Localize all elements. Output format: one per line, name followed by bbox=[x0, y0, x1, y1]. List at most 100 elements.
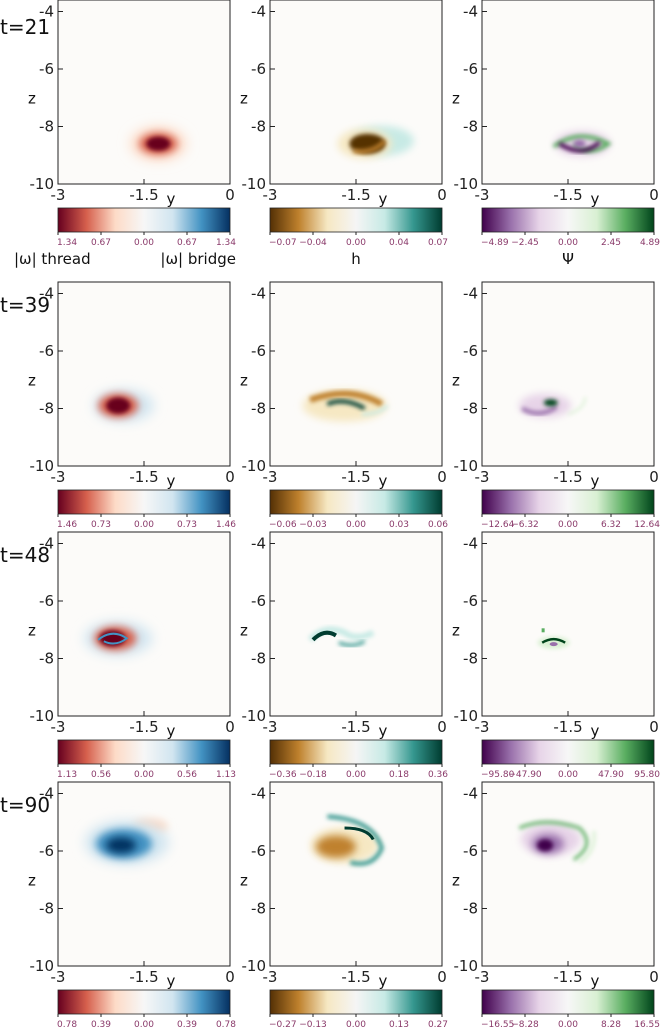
h-negative-arm bbox=[309, 390, 384, 407]
colorbar-name-bridge: |ω| bridge bbox=[160, 250, 236, 268]
colorbar-tick-label: 0.00 bbox=[346, 770, 366, 780]
y-tick-label: -10 bbox=[30, 957, 55, 975]
panel-3-1: -3 -1.5 0 y -4 -6 -8 -10 z t=48 1.13 0.56 0.00 0.56 1.… bbox=[0, 531, 236, 780]
colorbar-tick-label: 1.13 bbox=[57, 770, 77, 780]
x-tick-label: -3 bbox=[51, 468, 66, 486]
vortex-core bbox=[106, 837, 137, 854]
x-tick-label: -1.5 bbox=[129, 718, 158, 736]
x-axis-label: y bbox=[167, 972, 176, 990]
y-tick-label: -4 bbox=[39, 785, 54, 803]
panel-2-2: -3 -1.5 0 y -4 -6 -8 -10 z −0.06 −0.03 0.00 0.03 0.06 bbox=[240, 281, 448, 530]
y-tick-label: -10 bbox=[454, 957, 479, 975]
x-tick-label: -3 bbox=[51, 186, 66, 204]
psi-positive-core bbox=[543, 399, 558, 407]
y-tick-label: -4 bbox=[463, 535, 478, 553]
x-tick-label: -1.5 bbox=[341, 718, 370, 736]
colorbar bbox=[269, 207, 443, 233]
plot-area bbox=[270, 532, 442, 716]
heatmap-features bbox=[518, 820, 596, 864]
y-tick-label: -10 bbox=[454, 175, 479, 193]
x-tick-label: 0 bbox=[437, 718, 447, 736]
x-tick-label: -3 bbox=[263, 468, 278, 486]
x-axis-label: y bbox=[379, 472, 388, 490]
panel-1-2: -3 -1.5 0 y -4 -6 -8 -10 z −0.07 −0.04 0.00 0.04 0.07… bbox=[240, 0, 448, 268]
time-label: t=39 bbox=[0, 293, 50, 317]
x-axis-label: y bbox=[379, 190, 388, 208]
colorbar-tick-label: 0.00 bbox=[134, 520, 154, 530]
colorbar-tick-label: −6.32 bbox=[511, 520, 539, 530]
y-axis-label: z bbox=[240, 372, 248, 390]
colorbar-tick-label: 95.80 bbox=[634, 770, 660, 780]
colorbar bbox=[269, 489, 443, 515]
colorbar-tick-label: −0.18 bbox=[299, 770, 327, 780]
colorbar-name-psi: Ψ bbox=[562, 250, 574, 268]
h-positive-tail bbox=[338, 639, 366, 647]
y-tick-label: -10 bbox=[30, 707, 55, 725]
h-positive-tail bbox=[361, 404, 389, 416]
y-tick-label: -8 bbox=[39, 118, 54, 136]
time-label: t=21 bbox=[0, 15, 50, 39]
y-axis-label: z bbox=[452, 622, 460, 640]
x-axis-label: y bbox=[591, 972, 600, 990]
colorbar-tick-label: −47.90 bbox=[508, 770, 542, 780]
colorbar bbox=[481, 207, 655, 233]
x-tick-label: -3 bbox=[51, 968, 66, 986]
colorbar-tick-label: 0.73 bbox=[91, 520, 111, 530]
x-axis-label: y bbox=[591, 722, 600, 740]
panel-3-2: -3 -1.5 0 y -4 -6 -8 -10 z −0.36 −0.18 0.00 0.18 0.36 bbox=[240, 531, 448, 780]
heatmap-features bbox=[337, 125, 414, 159]
y-tick-label: -6 bbox=[463, 592, 478, 610]
colorbar-tick-label: 0.78 bbox=[57, 1020, 77, 1030]
colorbar-tick-label: 0.67 bbox=[91, 238, 111, 248]
colorbar bbox=[57, 489, 231, 515]
colorbar-tick-label: 0.13 bbox=[389, 1020, 409, 1030]
x-axis-label: y bbox=[379, 972, 388, 990]
x-tick-label: 0 bbox=[437, 468, 447, 486]
h-positive-halo bbox=[307, 626, 375, 642]
y-tick-label: -6 bbox=[463, 342, 478, 360]
x-axis-label: y bbox=[167, 722, 176, 740]
y-axis-label: z bbox=[240, 622, 248, 640]
colorbar-tick-label: 12.64 bbox=[634, 520, 660, 530]
colorbar-tick-label: −0.13 bbox=[299, 1020, 327, 1030]
colorbar-tick-label: 0.00 bbox=[558, 520, 578, 530]
y-tick-label: -8 bbox=[251, 400, 266, 418]
y-tick-label: -8 bbox=[463, 650, 478, 668]
y-tick-label: -4 bbox=[39, 3, 54, 21]
x-tick-label: 0 bbox=[225, 718, 235, 736]
x-tick-label: 0 bbox=[649, 718, 659, 736]
colorbar-tick-label: 0.56 bbox=[91, 770, 111, 780]
colorbar bbox=[481, 739, 655, 765]
y-axis-label: z bbox=[28, 872, 36, 890]
colorbar-tick-label: 0.00 bbox=[558, 1020, 578, 1030]
y-tick-label: -6 bbox=[463, 60, 478, 78]
x-axis-label: y bbox=[379, 722, 388, 740]
y-tick-label: -10 bbox=[30, 175, 55, 193]
heatmap-features bbox=[302, 389, 389, 422]
colorbar bbox=[481, 489, 655, 515]
plot-area bbox=[482, 782, 654, 966]
psi-speck bbox=[541, 628, 545, 633]
panel-4-2: -3 -1.5 0 y -4 -6 -8 -10 z −0.27 −0.13 0.00 0.13 0.27 bbox=[240, 781, 448, 1030]
y-tick-label: -8 bbox=[251, 650, 266, 668]
y-tick-label: -4 bbox=[463, 785, 478, 803]
h-spiral-arm bbox=[352, 139, 387, 154]
x-tick-label: 0 bbox=[649, 468, 659, 486]
panel-3-3: -3 -1.5 0 y -4 -6 -8 -10 z −95.80−47.90 0.00 47.90 9… bbox=[452, 531, 660, 780]
x-tick-label: 0 bbox=[225, 186, 235, 204]
x-tick-label: -1.5 bbox=[341, 468, 370, 486]
y-tick-label: -6 bbox=[463, 842, 478, 860]
colorbar bbox=[481, 989, 655, 1015]
y-tick-label: -4 bbox=[251, 785, 266, 803]
colorbar-tick-label: 0.00 bbox=[134, 1020, 154, 1030]
x-tick-label: 0 bbox=[649, 968, 659, 986]
heatmap-features bbox=[130, 126, 187, 161]
colorbar-tick-label: −0.27 bbox=[269, 1020, 297, 1030]
plot-area bbox=[58, 532, 230, 716]
colorbar-tick-label: 0.18 bbox=[389, 770, 409, 780]
y-tick-label: -8 bbox=[463, 900, 478, 918]
heatmap-features bbox=[84, 818, 169, 865]
colorbar bbox=[57, 989, 231, 1015]
heatmap-features bbox=[310, 814, 384, 866]
